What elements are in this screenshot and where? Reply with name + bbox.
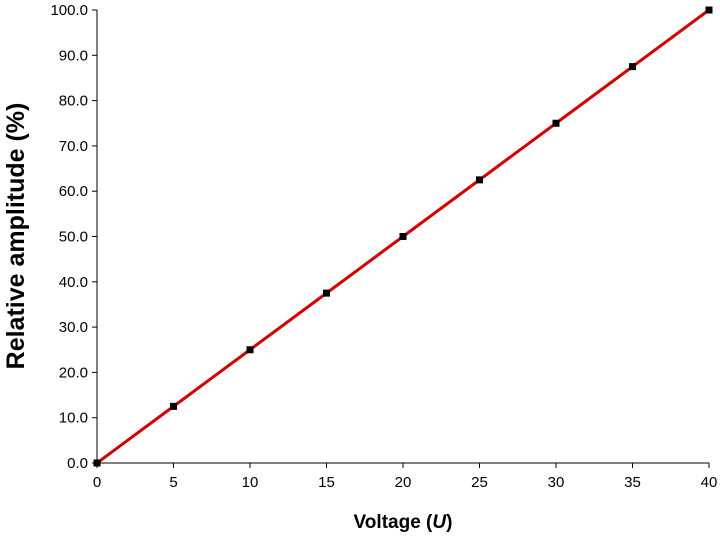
x-tick-label: 30 [548, 474, 565, 491]
x-tick-label: 0 [93, 474, 101, 491]
x-tick-label: 25 [471, 474, 488, 491]
data-point [476, 176, 483, 184]
x-axis-label-end: ) [446, 512, 452, 533]
series-layer [93, 6, 713, 467]
data-point [552, 119, 560, 127]
data-point [705, 6, 713, 14]
data-point [629, 63, 636, 71]
y-tick-label: 70.0 [59, 138, 88, 155]
data-point [246, 346, 254, 354]
y-tick-label: 60.0 [59, 183, 88, 200]
y-tick-label: 10.0 [59, 410, 88, 427]
x-tick-label: 40 [701, 474, 718, 491]
y-tick-label: 100.0 [50, 2, 88, 19]
data-point [323, 289, 330, 297]
y-tick-label: 40.0 [59, 274, 88, 291]
data-point [170, 402, 177, 410]
y-axis-label: Relative amplitude (%) [2, 103, 30, 370]
x-tick-label: 10 [242, 474, 259, 491]
x-tick-label: 15 [318, 474, 335, 491]
x-axis-label-variable: U [432, 512, 447, 533]
x-tick-label: 20 [395, 474, 412, 491]
y-tick-label: 0.0 [67, 455, 88, 472]
x-tick-label: 35 [624, 474, 641, 491]
y-tick-label: 50.0 [59, 229, 88, 246]
data-point [399, 233, 407, 240]
x-tick-group: 0 5 10 15 20 25 30 35 40 [93, 463, 718, 491]
y-tick-group: 0.0 10.0 20.0 30.0 40.0 50.0 60.0 70.0 80.0 90.0 1… [50, 2, 97, 472]
x-axis-label-text: Voltage ( [354, 512, 433, 533]
y-tick-label: 90.0 [59, 47, 88, 64]
y-tick-label: 20.0 [59, 364, 88, 381]
y-tick-label: 80.0 [59, 93, 88, 110]
x-axis-label: Voltage (U) [354, 512, 453, 533]
data-point [93, 459, 101, 467]
x-axis: 0 5 10 15 20 25 30 35 40 [93, 462, 718, 491]
y-tick-label: 30.0 [59, 319, 88, 336]
y-axis: 0.0 10.0 20.0 30.0 40.0 50.0 60.0 70.0 80.0 90.0 1… [50, 2, 98, 472]
x-tick-label: 5 [169, 474, 177, 491]
